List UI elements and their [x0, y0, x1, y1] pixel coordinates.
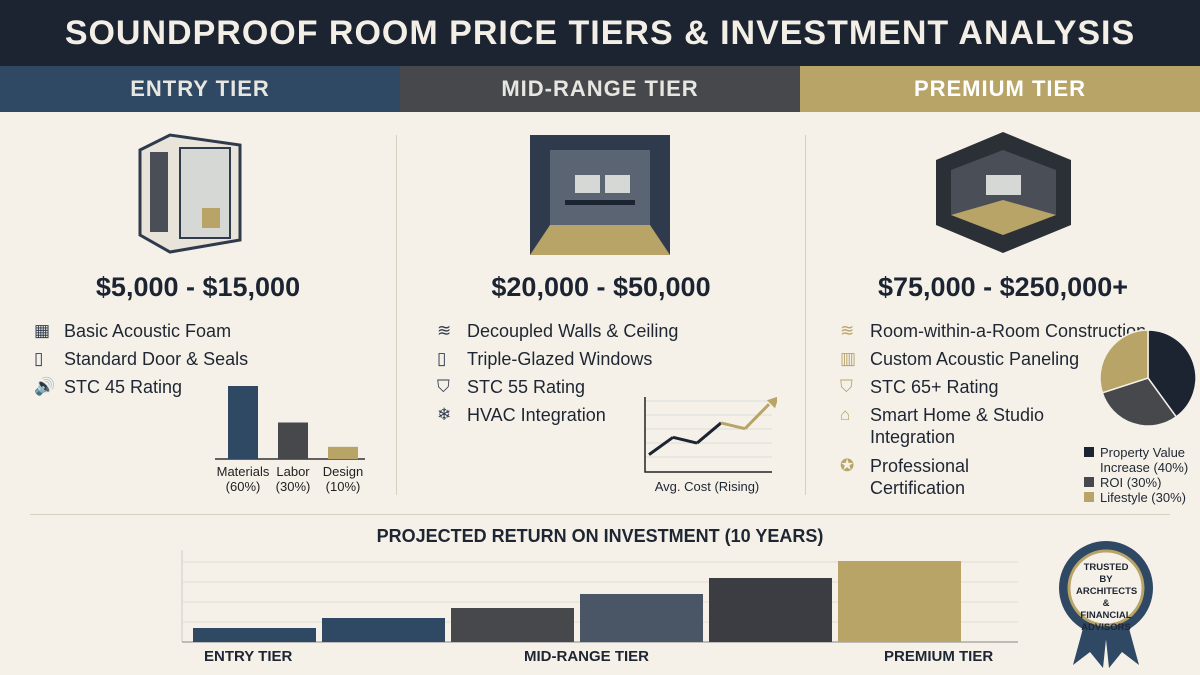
window-icon: ▯ — [437, 349, 447, 368]
list-item: ▦ Basic Acoustic Foam — [34, 317, 248, 345]
bar-label: Design — [323, 464, 363, 479]
page-title: SOUNDPROOF ROOM PRICE TIERS & INVESTMENT… — [0, 0, 1200, 66]
shield-icon: ⛉ — [437, 377, 450, 396]
divider — [30, 514, 1170, 515]
bar-label: Materials — [217, 464, 270, 479]
bar-label: (60%) — [226, 479, 261, 494]
list-item: ▯ Triple-Glazed Windows — [437, 345, 678, 373]
roi-bar-chart — [181, 550, 1018, 643]
list-item: ▥ Custom Acoustic Paneling — [840, 345, 1146, 373]
badge-text: TRUSTED BY ARCHITECTS & FINANCIAL ADVISO… — [1076, 562, 1138, 633]
legend-label: Property Value Increase (40%) — [1100, 445, 1189, 475]
divider — [805, 135, 806, 495]
line-segment — [648, 436, 674, 456]
bar-label: (10%) — [326, 479, 361, 494]
line-segment — [720, 421, 746, 431]
legend-swatch — [1084, 477, 1094, 487]
roi-bar — [709, 578, 832, 642]
line-chart-label: Avg. Cost (Rising) — [654, 479, 760, 494]
list-item: ≋ Room-within-a-Room Construction — [840, 317, 1146, 345]
feature-list: ≋ Decoupled Walls & Ceiling ▯ Triple-Glaze… — [437, 317, 678, 429]
mid-tier-column: $20,000 - $50,000 ≋ Decoupled Walls & Cei… — [397, 112, 805, 497]
layers-icon: ≋ — [437, 321, 452, 340]
roi-label-entry: ENTRY TIER — [204, 648, 293, 665]
line-segment — [696, 421, 722, 445]
price-range: $5,000 - $15,000 — [95, 272, 301, 302]
panel-icon: ▥ — [840, 349, 857, 368]
axis-line — [644, 397, 772, 473]
line-segment — [672, 435, 698, 445]
feature-list: ≋ Room-within-a-Room Construction ▥ Custom… — [840, 317, 1146, 499]
bar-label: Labor — [276, 464, 310, 479]
door-icon: ▯ — [34, 349, 44, 368]
list-item: ⛉ STC 65+ Rating — [840, 373, 1146, 401]
list-item: ⌂ Smart Home & Studio Integration — [840, 401, 1146, 448]
tier-header-entry: ENTRY TIER — [0, 66, 400, 112]
layers-icon: ≋ — [840, 321, 855, 340]
cost-breakdown-chart: Materials(60%) Labor(30%) Design(10%) — [215, 386, 365, 494]
booth-illustration-icon — [138, 133, 242, 254]
house-icon: ⌂ — [840, 405, 851, 424]
legend-swatch — [1084, 447, 1094, 457]
list-item: ✪ Professional Certification — [840, 452, 1146, 499]
feature-list: ▦ Basic Acoustic Foam ▯ Standard Door & Se… — [34, 317, 248, 401]
arrow-head — [767, 396, 777, 409]
list-item: ⛉ STC 55 Rating — [437, 373, 678, 401]
list-item: ≋ Decoupled Walls & Ceiling — [437, 317, 678, 345]
legend-label: Lifestyle (30%) — [1100, 490, 1186, 505]
list-item: ▯ Standard Door & Seals — [34, 345, 248, 373]
list-item: ❄ HVAC Integration — [437, 401, 678, 429]
list-item: 🔊 STC 45 Rating — [34, 373, 248, 401]
roi-bar — [451, 608, 574, 642]
shield-check-icon: ⛉ — [840, 377, 853, 396]
snowflake-icon: ❄ — [437, 405, 452, 424]
bar-label: (30%) — [276, 479, 311, 494]
bar — [328, 446, 358, 459]
legend-item: Lifestyle (30%) — [1084, 490, 1200, 505]
pie-legend: Property Value Increase (40%) ROI (30%) Li… — [1084, 445, 1200, 505]
roi-label-premium: PREMIUM TIER — [884, 648, 994, 665]
legend-label: ROI (30%) — [1100, 475, 1162, 490]
entry-tier-column: $5,000 - $15,000 ▦ Basic Acoustic Foam ▯ S… — [0, 112, 396, 497]
pie-slice — [1099, 329, 1149, 394]
roi-bar — [193, 628, 316, 642]
avg-cost-line-chart — [644, 396, 777, 473]
pie-slice — [1147, 329, 1197, 418]
tier-header-mid: MID-RANGE TIER — [400, 66, 800, 112]
pie-slice — [1101, 377, 1178, 427]
line-segment — [743, 403, 771, 430]
bar — [228, 386, 258, 459]
price-range: $75,000 - $250,000+ — [878, 272, 1128, 302]
investment-pie-chart — [1099, 329, 1197, 427]
roi-bar — [580, 594, 703, 642]
premium-tier-column: $75,000 - $250,000+ ≋ Room-within-a-Room … — [806, 112, 1200, 505]
studio-illustration-icon — [530, 135, 670, 255]
roi-bar — [322, 618, 445, 642]
divider — [396, 135, 397, 495]
roi-label-mid: MID-RANGE TIER — [524, 648, 649, 665]
legend-swatch — [1084, 492, 1094, 502]
home-studio-illustration-icon — [936, 132, 1071, 253]
foam-panel-icon: ▦ — [34, 321, 51, 340]
tier-header-premium: PREMIUM TIER — [800, 66, 1200, 112]
trust-badge: TRUSTED BY ARCHITECTS & FINANCIAL ADVISO… — [1058, 530, 1154, 670]
speaker-icon: 🔊 — [34, 377, 56, 396]
medal-icon: ✪ — [840, 456, 855, 475]
bar — [278, 422, 308, 459]
roi-bar — [838, 561, 961, 642]
legend-item: ROI (30%) — [1084, 475, 1200, 490]
award-ribbon-icon — [1059, 541, 1153, 668]
price-range: $20,000 - $50,000 — [491, 272, 711, 302]
roi-chart-title: PROJECTED RETURN ON INVESTMENT (10 YEARS… — [376, 526, 824, 546]
legend-item: Property Value Increase (40%) — [1084, 445, 1200, 475]
